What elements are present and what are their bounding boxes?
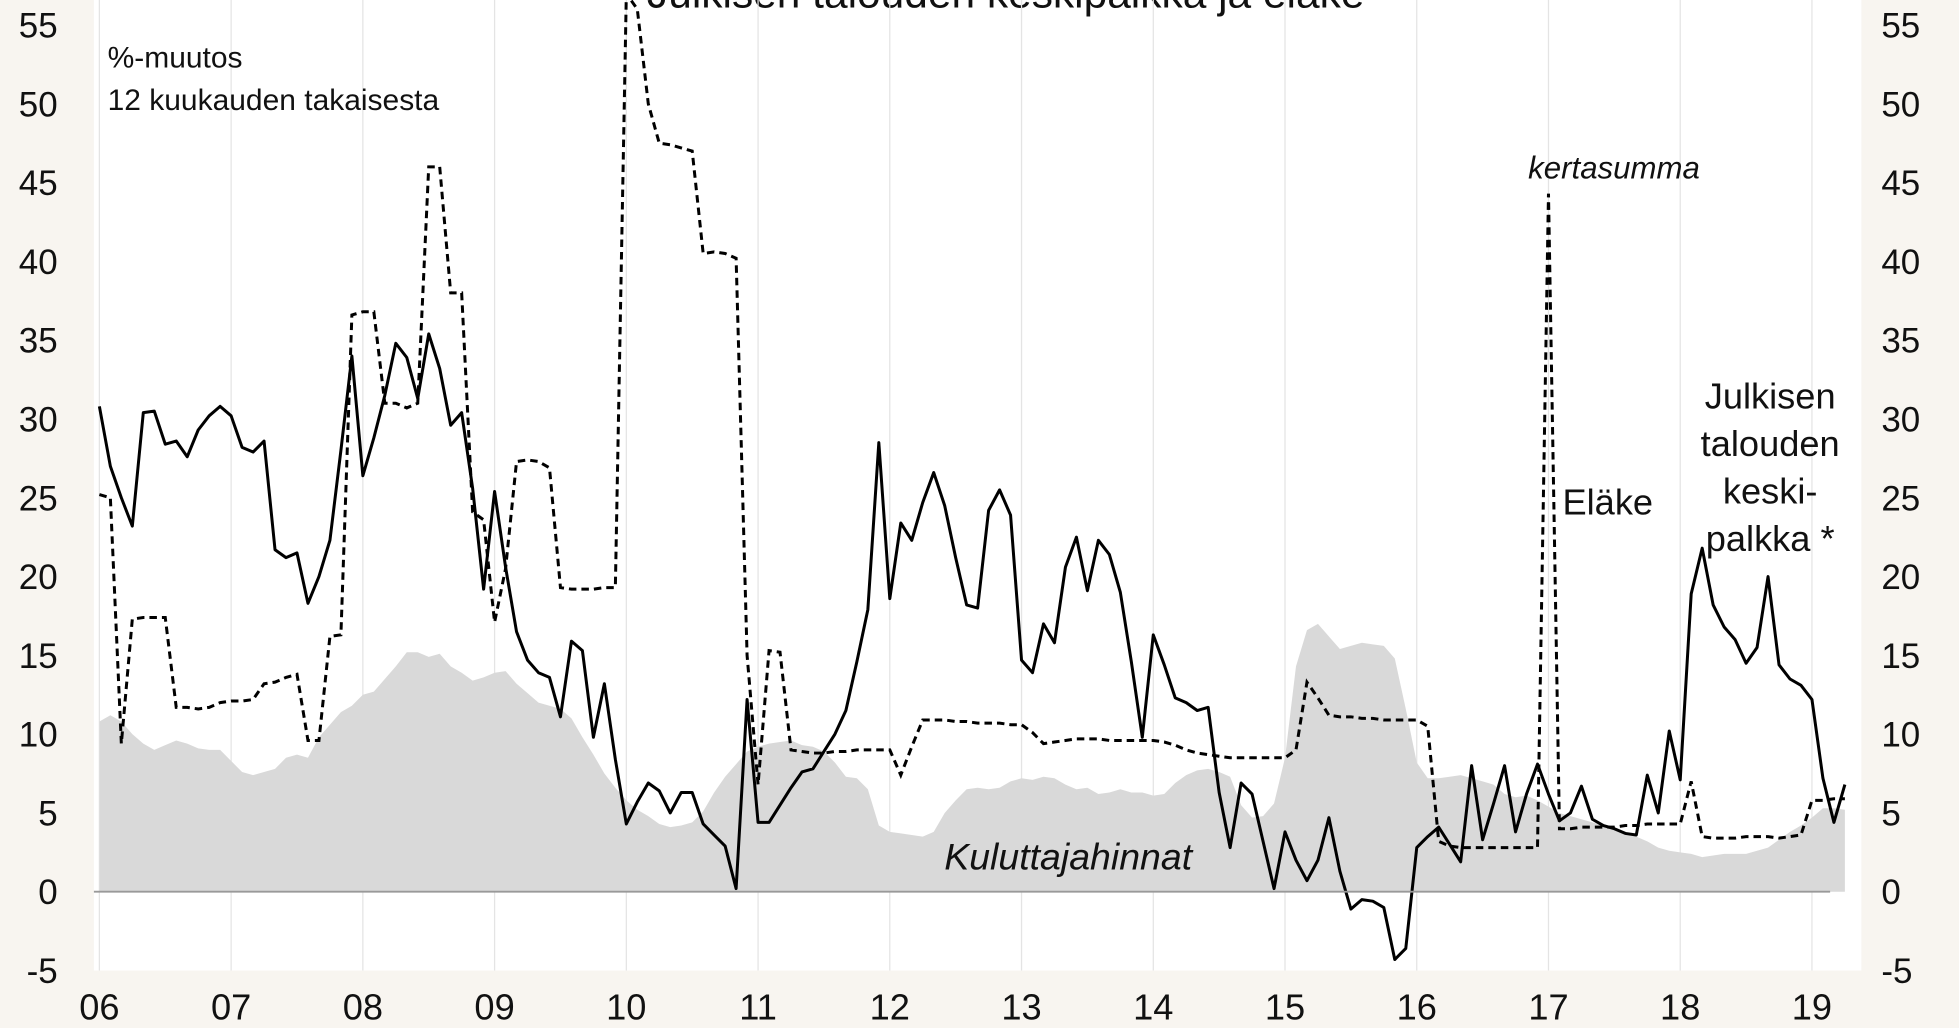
y2-tick-label: 30: [1881, 400, 1920, 439]
y-tick-label: 45: [19, 164, 58, 203]
y2-tick-label: 55: [1881, 6, 1920, 45]
y2-tick-label: 20: [1881, 558, 1920, 597]
y2-tick-label: 50: [1881, 85, 1920, 124]
y-tick-label: 10: [19, 716, 58, 755]
series-label: palkka *: [1706, 518, 1835, 559]
y2-tick-label: 5: [1881, 794, 1900, 833]
series-label: talouden: [1701, 423, 1840, 464]
x-tick-label: 14: [1133, 986, 1173, 1027]
x-tick-label: 11: [739, 986, 777, 1027]
y-tick-label: 50: [19, 85, 58, 124]
x-tick-label: 16: [1397, 986, 1437, 1027]
plot-layer: [97, 0, 1847, 962]
line: [98, 0, 1845, 850]
y-tick-label: 30: [19, 400, 58, 439]
line: [97, 332, 1847, 962]
y-tick-label: 35: [19, 322, 58, 361]
y-tick-label: 20: [19, 558, 58, 597]
y2-tick-label: 0: [1881, 873, 1900, 912]
x-tick-label: 09: [474, 986, 514, 1027]
y-tick-label: 40: [19, 243, 58, 282]
y2-tick-label: 10: [1881, 716, 1920, 755]
y-tick-label: 0: [38, 873, 57, 912]
x-tick-label: 12: [870, 986, 910, 1027]
annotation: 12 kuukauden takaisesta: [108, 84, 440, 117]
x-tick-label: 10: [606, 986, 646, 1027]
y2-tick-label: -5: [1881, 952, 1912, 991]
x-tick-label: 07: [211, 986, 251, 1027]
series-label: keski-: [1723, 470, 1818, 511]
y2-tick-label: 45: [1881, 164, 1920, 203]
area: [99, 623, 1845, 892]
x-tick-label: 06: [79, 986, 119, 1027]
y-tick-label: -5: [27, 952, 58, 991]
y-tick-label: 25: [19, 479, 58, 518]
y-tick-label: 15: [19, 637, 58, 676]
annotation: kertasumma: [1528, 151, 1700, 186]
y2-tick-label: 40: [1881, 243, 1920, 282]
x-tick-label: 08: [343, 986, 383, 1027]
y-tick-label: 55: [19, 6, 58, 45]
series-label: Julkisen: [1705, 375, 1836, 416]
x-tick-label: 19: [1792, 986, 1832, 1027]
y2-tick-label: 35: [1881, 322, 1920, 361]
annotation: %-muutos: [108, 41, 243, 74]
x-tick-label: 15: [1265, 986, 1305, 1027]
x-tick-label: 17: [1528, 986, 1568, 1027]
y2-tick-label: 25: [1881, 479, 1920, 518]
x-tick-label: 13: [1001, 986, 1041, 1027]
x-tick-label: 18: [1660, 986, 1700, 1027]
series-label: Eläke: [1562, 482, 1653, 523]
y-tick-label: 5: [38, 794, 57, 833]
y2-tick-label: 15: [1881, 637, 1920, 676]
series-label: Kuluttajahinnat: [944, 835, 1193, 877]
chart-title: Julkisen talouden keskipalkka ja eläke: [647, 0, 1364, 16]
